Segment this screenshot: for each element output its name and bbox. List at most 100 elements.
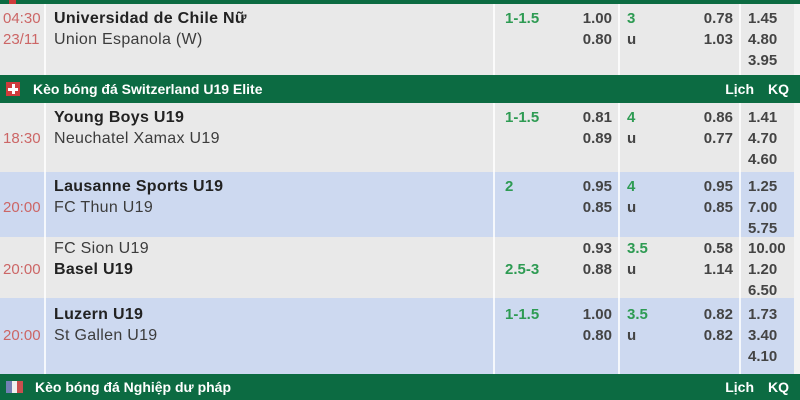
handicap-column: 2 0.95 0.85	[493, 172, 618, 237]
under-line[interactable]: u	[627, 327, 637, 344]
handicap-odds[interactable]: 0.95	[582, 178, 612, 195]
over-odds[interactable]: 0.78	[703, 10, 733, 27]
handicap-line[interactable]: 1-1.5	[505, 109, 540, 126]
draw-odds[interactable]: 1.20	[748, 261, 778, 278]
match-time-value	[3, 176, 44, 197]
away-win-odds[interactable]: 4.60	[748, 151, 778, 168]
match-time-value: 20:00	[3, 327, 41, 344]
match-time-value	[3, 238, 44, 259]
1x2-column: 1.25 7.00 5.75	[739, 172, 794, 237]
match-teams: Young Boys U19 Neuchatel Xamax U19	[44, 103, 493, 172]
over-under-column: 3.5 0.82 u 0.82	[618, 298, 739, 374]
handicap-column: 0.93 2.5-3 0.88	[493, 237, 618, 298]
over-line[interactable]: 3.5	[627, 306, 648, 323]
over-line[interactable]: 4	[627, 178, 636, 195]
under-odds[interactable]: 0.85	[703, 199, 733, 216]
home-team: Young Boys U19	[54, 109, 185, 126]
handicap-column: 1-1.5 0.81 0.89	[493, 103, 618, 172]
match-row: 20:00 Lausanne Sports U19 FC Thun U19 2 0…	[0, 172, 794, 237]
league-title: Kèo bóng đá Switzerland U19 Elite	[33, 81, 263, 97]
away-team: St Gallen U19	[54, 327, 158, 344]
under-odds[interactable]: 1.14	[703, 261, 733, 278]
handicap-odds[interactable]: 0.93	[582, 240, 612, 257]
home-win-odds[interactable]: 1.41	[748, 109, 778, 126]
match-time: 18:30	[0, 103, 44, 172]
away-win-odds[interactable]: 3.95	[748, 52, 778, 69]
home-win-odds[interactable]: 1.25	[748, 178, 778, 195]
handicap-odds[interactable]: 0.81	[582, 109, 612, 126]
under-odds[interactable]: 1.03	[703, 31, 733, 48]
home-team: FC Sion U19	[54, 240, 149, 257]
home-win-odds[interactable]: 10.00	[748, 240, 786, 257]
home-team: Universidad de Chile Nữ	[54, 10, 247, 27]
match-date-value: 23/11	[3, 31, 40, 48]
handicap-line[interactable]: 2.5-3	[505, 261, 540, 278]
home-team: Luzern U19	[54, 306, 144, 323]
match-time: 20:00	[0, 172, 44, 237]
match-time-value: 20:00	[3, 261, 41, 278]
match-teams: FC Sion U19 Basel U19	[44, 237, 493, 298]
handicap-odds[interactable]: 1.00	[582, 306, 612, 323]
over-line[interactable]: 4	[627, 109, 636, 126]
draw-odds[interactable]: 7.00	[748, 199, 778, 216]
handicap-line[interactable]: 1-1.5	[505, 10, 540, 27]
over-under-column: 4 0.86 u 0.77	[618, 103, 739, 172]
handicap-odds[interactable]: 0.80	[582, 31, 612, 48]
handicap-odds[interactable]: 0.80	[582, 327, 612, 344]
over-under-column: 4 0.95 u 0.85	[618, 172, 739, 237]
1x2-column: 1.73 3.40 4.10	[739, 298, 794, 374]
match-time-value: 04:30	[3, 10, 41, 27]
away-win-odds[interactable]: 4.10	[748, 348, 778, 365]
away-team: Union Espanola (W)	[54, 31, 203, 48]
draw-odds[interactable]: 4.70	[748, 130, 778, 147]
schedule-link[interactable]: Lịch	[725, 81, 754, 97]
under-line[interactable]: u	[627, 130, 637, 147]
match-time: 20:00	[0, 298, 44, 374]
handicap-line[interactable]: 2	[505, 178, 514, 195]
match-teams: Lausanne Sports U19 FC Thun U19	[44, 172, 493, 237]
match-time-value	[3, 304, 44, 325]
results-link[interactable]: KQ	[768, 379, 789, 395]
away-team: Neuchatel Xamax U19	[54, 130, 220, 147]
home-win-odds[interactable]: 1.73	[748, 306, 778, 323]
match-row: 18:30 Young Boys U19 Neuchatel Xamax U19…	[0, 103, 794, 172]
match-time: 04:30 23/11	[0, 4, 44, 75]
previous-league-header-edge	[0, 0, 800, 4]
handicap-line[interactable]: 1-1.5	[505, 306, 540, 323]
under-line[interactable]: u	[627, 31, 637, 48]
over-odds[interactable]: 0.82	[703, 306, 733, 323]
match-row: 20:00 Luzern U19 St Gallen U19 1-1.5 1.00…	[0, 298, 794, 374]
handicap-odds[interactable]: 0.88	[582, 261, 612, 278]
match-time-value: 18:30	[3, 130, 41, 147]
under-odds[interactable]: 0.82	[703, 327, 733, 344]
draw-odds[interactable]: 3.40	[748, 327, 778, 344]
league-header: Kèo bóng đá Switzerland U19 Elite Lịch K…	[0, 75, 800, 103]
away-win-odds[interactable]: 6.50	[748, 282, 778, 298]
under-line[interactable]: u	[627, 199, 637, 216]
results-link[interactable]: KQ	[768, 81, 789, 97]
handicap-odds[interactable]: 0.89	[582, 130, 612, 147]
over-odds[interactable]: 0.86	[703, 109, 733, 126]
draw-odds[interactable]: 4.80	[748, 31, 778, 48]
home-team: Lausanne Sports U19	[54, 178, 224, 195]
schedule-link[interactable]: Lịch	[725, 379, 754, 395]
match-time-value: 20:00	[3, 199, 41, 216]
switzerland-flag-icon	[6, 82, 20, 96]
over-under-column: 3.5 0.58 u 1.14	[618, 237, 739, 298]
handicap-odds[interactable]: 0.85	[582, 199, 612, 216]
under-odds[interactable]: 0.77	[703, 130, 733, 147]
over-odds[interactable]: 0.58	[703, 240, 733, 257]
handicap-odds[interactable]: 1.00	[582, 10, 612, 27]
under-line[interactable]: u	[627, 261, 637, 278]
over-line[interactable]: 3	[627, 10, 636, 27]
1x2-column: 1.45 4.80 3.95	[739, 4, 794, 75]
flag-icon	[9, 0, 16, 4]
home-win-odds[interactable]: 1.45	[748, 10, 778, 27]
league-title: Kèo bóng đá Nghiệp dư pháp	[35, 379, 232, 395]
league-header: Kèo bóng đá Nghiệp dư pháp Lịch KQ	[0, 374, 800, 400]
over-line[interactable]: 3.5	[627, 240, 648, 257]
away-win-odds[interactable]: 5.75	[748, 220, 778, 237]
over-odds[interactable]: 0.95	[703, 178, 733, 195]
france-flag-icon	[6, 381, 24, 393]
match-time: 20:00	[0, 237, 44, 298]
